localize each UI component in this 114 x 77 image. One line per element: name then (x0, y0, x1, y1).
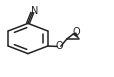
Polygon shape (72, 33, 79, 39)
Text: N: N (31, 6, 38, 16)
Text: O: O (71, 27, 79, 37)
Text: O: O (55, 41, 62, 51)
